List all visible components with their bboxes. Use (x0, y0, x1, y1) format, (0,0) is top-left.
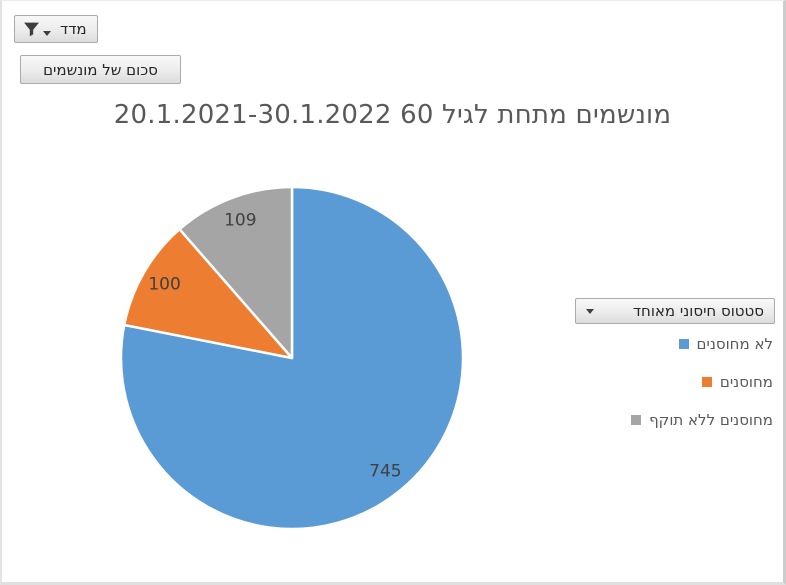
legend-field-button[interactable]: סטטוס חיסוני מאוחד (575, 298, 775, 324)
legend-marker-icon (701, 377, 712, 387)
filter-icon-group (23, 21, 51, 38)
caret-down-icon (586, 308, 594, 314)
pie-slice-3[interactable] (178, 185, 294, 360)
legend-marker-icon (631, 415, 642, 425)
legend-item-label: מחוסנים ללא תוקף (649, 411, 773, 429)
pie-data-label: 745 (369, 462, 401, 482)
measure-filter-button[interactable]: מדד (14, 15, 98, 43)
chart-legend: לא מחוסנים מחוסנים מחוסנים ללא תוקף (631, 335, 773, 449)
legend-item-label: מחוסנים (719, 373, 773, 391)
measure-filter-label: מדד (60, 20, 87, 38)
legend-item-1[interactable]: לא מחוסנים (631, 335, 773, 353)
filter-funnel-icon (24, 22, 39, 36)
pie-slice-2[interactable] (122, 227, 294, 360)
legend-marker-icon (678, 339, 689, 349)
pie-data-label: 100 (148, 275, 180, 295)
legend-field-label: סטטוס חיסוני מאוחד (632, 302, 764, 320)
pie-slice-1[interactable] (119, 185, 465, 531)
value-field-button[interactable]: סכום של מונשמים (20, 55, 181, 84)
pie-data-label: 109 (224, 210, 256, 230)
legend-item-3[interactable]: מחוסנים ללא תוקף (631, 411, 773, 429)
legend-item-2[interactable]: מחוסנים (631, 373, 773, 391)
chart-title: מונשמים מתחת לגיל 60 20.1.2021-30.1.2022 (113, 100, 672, 130)
caret-down-icon (43, 30, 51, 36)
legend-item-label: לא מחוסנים (696, 335, 773, 353)
value-field-label: סכום של מונשמים (43, 60, 158, 79)
